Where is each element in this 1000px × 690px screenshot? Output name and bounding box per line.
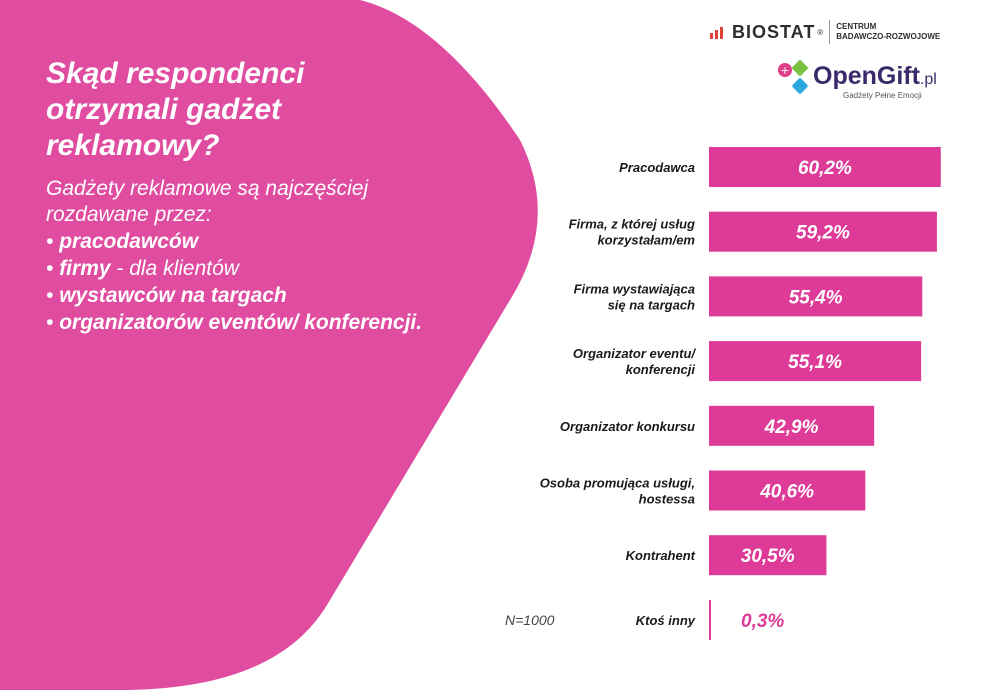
opengift-shapes-icon: + [778, 59, 809, 94]
bullet-bold: organizatorów eventów/ konferencji. [59, 311, 423, 334]
bullet-bold: firmy [59, 257, 111, 280]
bar [709, 341, 922, 382]
data-label: 30,5% [741, 546, 795, 567]
svg-text:+: + [780, 64, 789, 77]
bullet-bold: pracodawców [59, 230, 199, 253]
biostat-name: BIOSTAT [732, 21, 816, 42]
logo-divider [829, 20, 831, 44]
opengift-logo: + OpenGift.pl Gadżety Pełne Emocji [775, 58, 955, 108]
page-title: Skąd respondenci otrzymali gadżet reklam… [46, 57, 305, 162]
bar [709, 276, 923, 317]
bullet-item: • pracodawców [46, 230, 199, 253]
category-label-line: Kontrahent [626, 548, 696, 563]
bar [709, 599, 711, 640]
bar-chart-icon [710, 27, 723, 39]
opengift-tagline: Gadżety Pełne Emocji [843, 91, 922, 100]
biostat-subtitle: CENTRUM BADAWCZO-ROZWOJOWE [836, 22, 940, 42]
category-label-line: Pracodawca [619, 160, 695, 175]
bar [709, 405, 875, 446]
registered-mark: ® [817, 27, 824, 37]
data-label: 40,6% [759, 482, 814, 503]
data-label: 55,4% [789, 287, 843, 308]
opengift-tld: .pl [919, 71, 937, 88]
bullet-item: • firmy - dla klientów [46, 257, 239, 280]
category-label: Firma wystawiająca się na targach [574, 281, 695, 312]
category-label: Osoba promująca usługi, hostessa [540, 476, 695, 507]
subtitle: Gadżety reklamowe są najczęściej rozdawa… [46, 177, 369, 226]
category-label: Organizator konkursu [560, 419, 695, 434]
category-label-line: Ktoś inny [636, 613, 696, 628]
bullet-list: • pracodawców • firmy - dla klientów • w… [46, 228, 466, 336]
category-label-line: korzystałam/em [597, 233, 695, 248]
data-label: 60,2% [798, 158, 852, 179]
data-label: 59,2% [796, 223, 850, 244]
bullet-rest: - dla klientów [110, 257, 239, 280]
data-label: 42,9% [764, 417, 819, 438]
category-label-line: Firma, z której usług [569, 217, 695, 232]
category-label-line: się na targach [608, 297, 695, 312]
opengift-name-text: OpenGift [813, 62, 920, 90]
data-label: 0,3% [741, 611, 784, 632]
biostat-subtitle-line: CENTRUM [836, 22, 877, 31]
bullet-bold: wystawców na targach [59, 284, 287, 307]
opengift-name: OpenGift.pl [813, 62, 937, 91]
category-label: Kontrahent [626, 548, 696, 563]
data-label: 55,1% [788, 352, 842, 373]
bullet-item: • wystawców na targach [46, 284, 287, 307]
category-label-line: Osoba promująca usługi, [540, 476, 695, 491]
category-label-line: hostessa [639, 492, 695, 507]
bar [709, 470, 866, 511]
biostat-subtitle-line: BADAWCZO-ROZWOJOWE [836, 32, 941, 41]
bar [709, 535, 827, 576]
category-label-line: Organizator eventu/ [573, 346, 696, 361]
category-label-line: konferencji [626, 362, 696, 377]
category-label: Firma, z której usług korzystałam/em [569, 217, 696, 248]
sample-size-note: N=1000 [505, 612, 555, 628]
category-label: Pracodawca [619, 160, 695, 175]
bar [709, 211, 937, 252]
bar [709, 147, 941, 187]
category-label-line: Organizator konkursu [560, 419, 695, 434]
category-label-line: Firma wystawiająca [574, 281, 695, 296]
category-label: Ktoś inny [636, 613, 696, 628]
biostat-logo: BIOSTAT ® CENTRUM BADAWCZO-ROZWOJOWE [710, 20, 940, 44]
category-label: Organizator eventu/konferencji [573, 346, 696, 377]
bullet-item: • organizatorów eventów/ konferencji. [46, 311, 423, 334]
